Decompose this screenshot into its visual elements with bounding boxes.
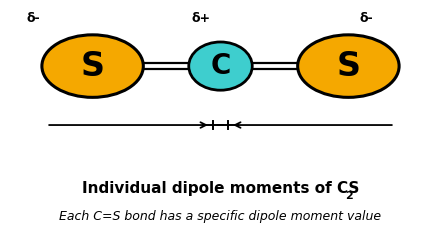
Text: Each C=S bond has a specific dipole moment value: Each C=S bond has a specific dipole mome…	[60, 210, 381, 223]
Text: Individual dipole moments of CS: Individual dipole moments of CS	[82, 181, 359, 196]
Text: C: C	[210, 52, 231, 80]
Text: 2: 2	[345, 191, 353, 201]
Text: δ+: δ+	[191, 12, 210, 25]
Ellipse shape	[189, 42, 252, 90]
Text: δ-: δ-	[26, 12, 40, 25]
Ellipse shape	[298, 35, 399, 97]
Text: S: S	[81, 50, 105, 83]
Text: δ-: δ-	[359, 12, 373, 25]
Ellipse shape	[42, 35, 143, 97]
Text: S: S	[336, 50, 360, 83]
